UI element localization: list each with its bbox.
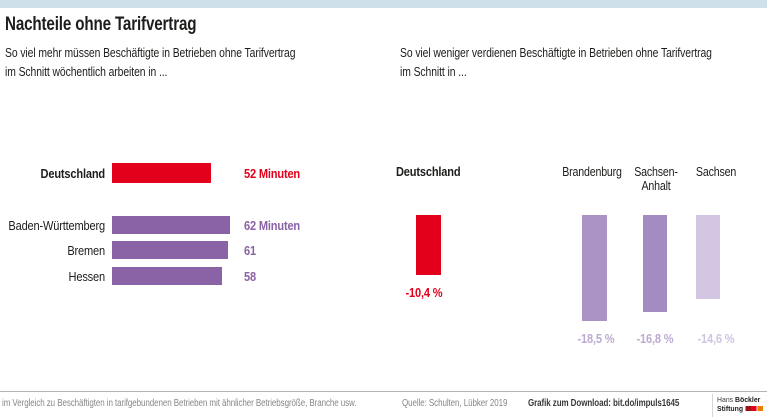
bar-deutschland-percent — [416, 215, 441, 275]
footer-divider-line — [0, 391, 767, 392]
chart-row-hessen: Hessen 58 — [0, 267, 400, 285]
logo-square-darkred-icon — [745, 406, 751, 411]
value-label-sachsen-percent: -14,6 % — [697, 331, 735, 346]
subtitle-left-line1: So viel mehr müssen Beschäftigte in Betr… — [5, 46, 296, 60]
footer-download-link: Grafik zum Download: bit.do/impuls1645 — [528, 398, 680, 409]
subtitle-right-line2: im Schnitt in ... — [400, 65, 467, 79]
chart-row-bremen: Bremen 61 — [0, 241, 400, 259]
logo-square-red-icon — [751, 406, 757, 411]
chart-row-baden-wuerttemberg: Baden-Württemberg 62 Minuten — [0, 216, 400, 234]
bar-bremen-minutes — [112, 241, 228, 259]
bar-brandenburg-percent — [582, 215, 607, 321]
logo-text-hans: Hans — [717, 395, 736, 404]
value-label: 61 — [244, 242, 256, 258]
subtitle-right-line1: So viel weniger verdienen Beschäftigte i… — [400, 46, 712, 60]
column-label-sachsen: Sachsen — [695, 165, 737, 179]
bar-baden-wuerttemberg-minutes — [112, 216, 230, 234]
value-label: 58 — [244, 268, 256, 284]
subtitle-right: So viel weniger verdienen Beschäftigte i… — [400, 44, 712, 82]
bar-deutschland-minutes — [112, 163, 211, 183]
column-label-brandenburg: Brandenburg — [562, 165, 622, 179]
subtitle-left-line2: im Schnitt wöchentlich arbeiten in ... — [5, 65, 168, 79]
subtitle-left: So viel mehr müssen Beschäftigte in Betr… — [5, 44, 296, 82]
bar-sachsen-anhalt-percent — [643, 215, 667, 312]
value-label-brandenburg-percent: -18,5 % — [577, 331, 615, 346]
category-label: Baden-Württemberg — [8, 217, 105, 233]
top-accent-bar — [0, 0, 767, 8]
logo-text-boeckler: Böckler — [735, 395, 761, 404]
column-label-deutschland: Deutschland — [396, 164, 461, 179]
footer-source: Quelle: Schulten, Lübker 2019 — [402, 398, 508, 409]
value-label: 62 Minuten — [244, 217, 301, 233]
footer-footnote: im Vergleich zu Beschäftigten in tarifge… — [2, 398, 357, 409]
value-label: 52 Minuten — [244, 165, 301, 181]
bar-hessen-minutes — [112, 267, 222, 285]
value-label-sachsen-anhalt-percent: -16,8 % — [636, 331, 674, 346]
logo-divider — [712, 394, 713, 417]
category-label: Hessen — [68, 268, 106, 284]
logo-square-orange-icon — [757, 406, 763, 411]
category-label: Deutschland — [40, 165, 106, 181]
value-label-deutschland-percent: -10,4 % — [405, 285, 443, 300]
logo-text-stiftung: Stiftung — [717, 403, 744, 413]
hans-boeckler-stiftung-logo: Hans Böckler Stiftung — [717, 395, 763, 413]
bar-sachsen-percent — [696, 215, 720, 299]
chart-row-deutschland: Deutschland 52 Minuten — [0, 163, 400, 183]
category-label: Bremen — [67, 242, 105, 258]
page-title: Nachteile ohne Tarifvertrag — [5, 14, 197, 35]
column-label-sachsen-anhalt: Sachsen-Anhalt — [634, 165, 678, 193]
